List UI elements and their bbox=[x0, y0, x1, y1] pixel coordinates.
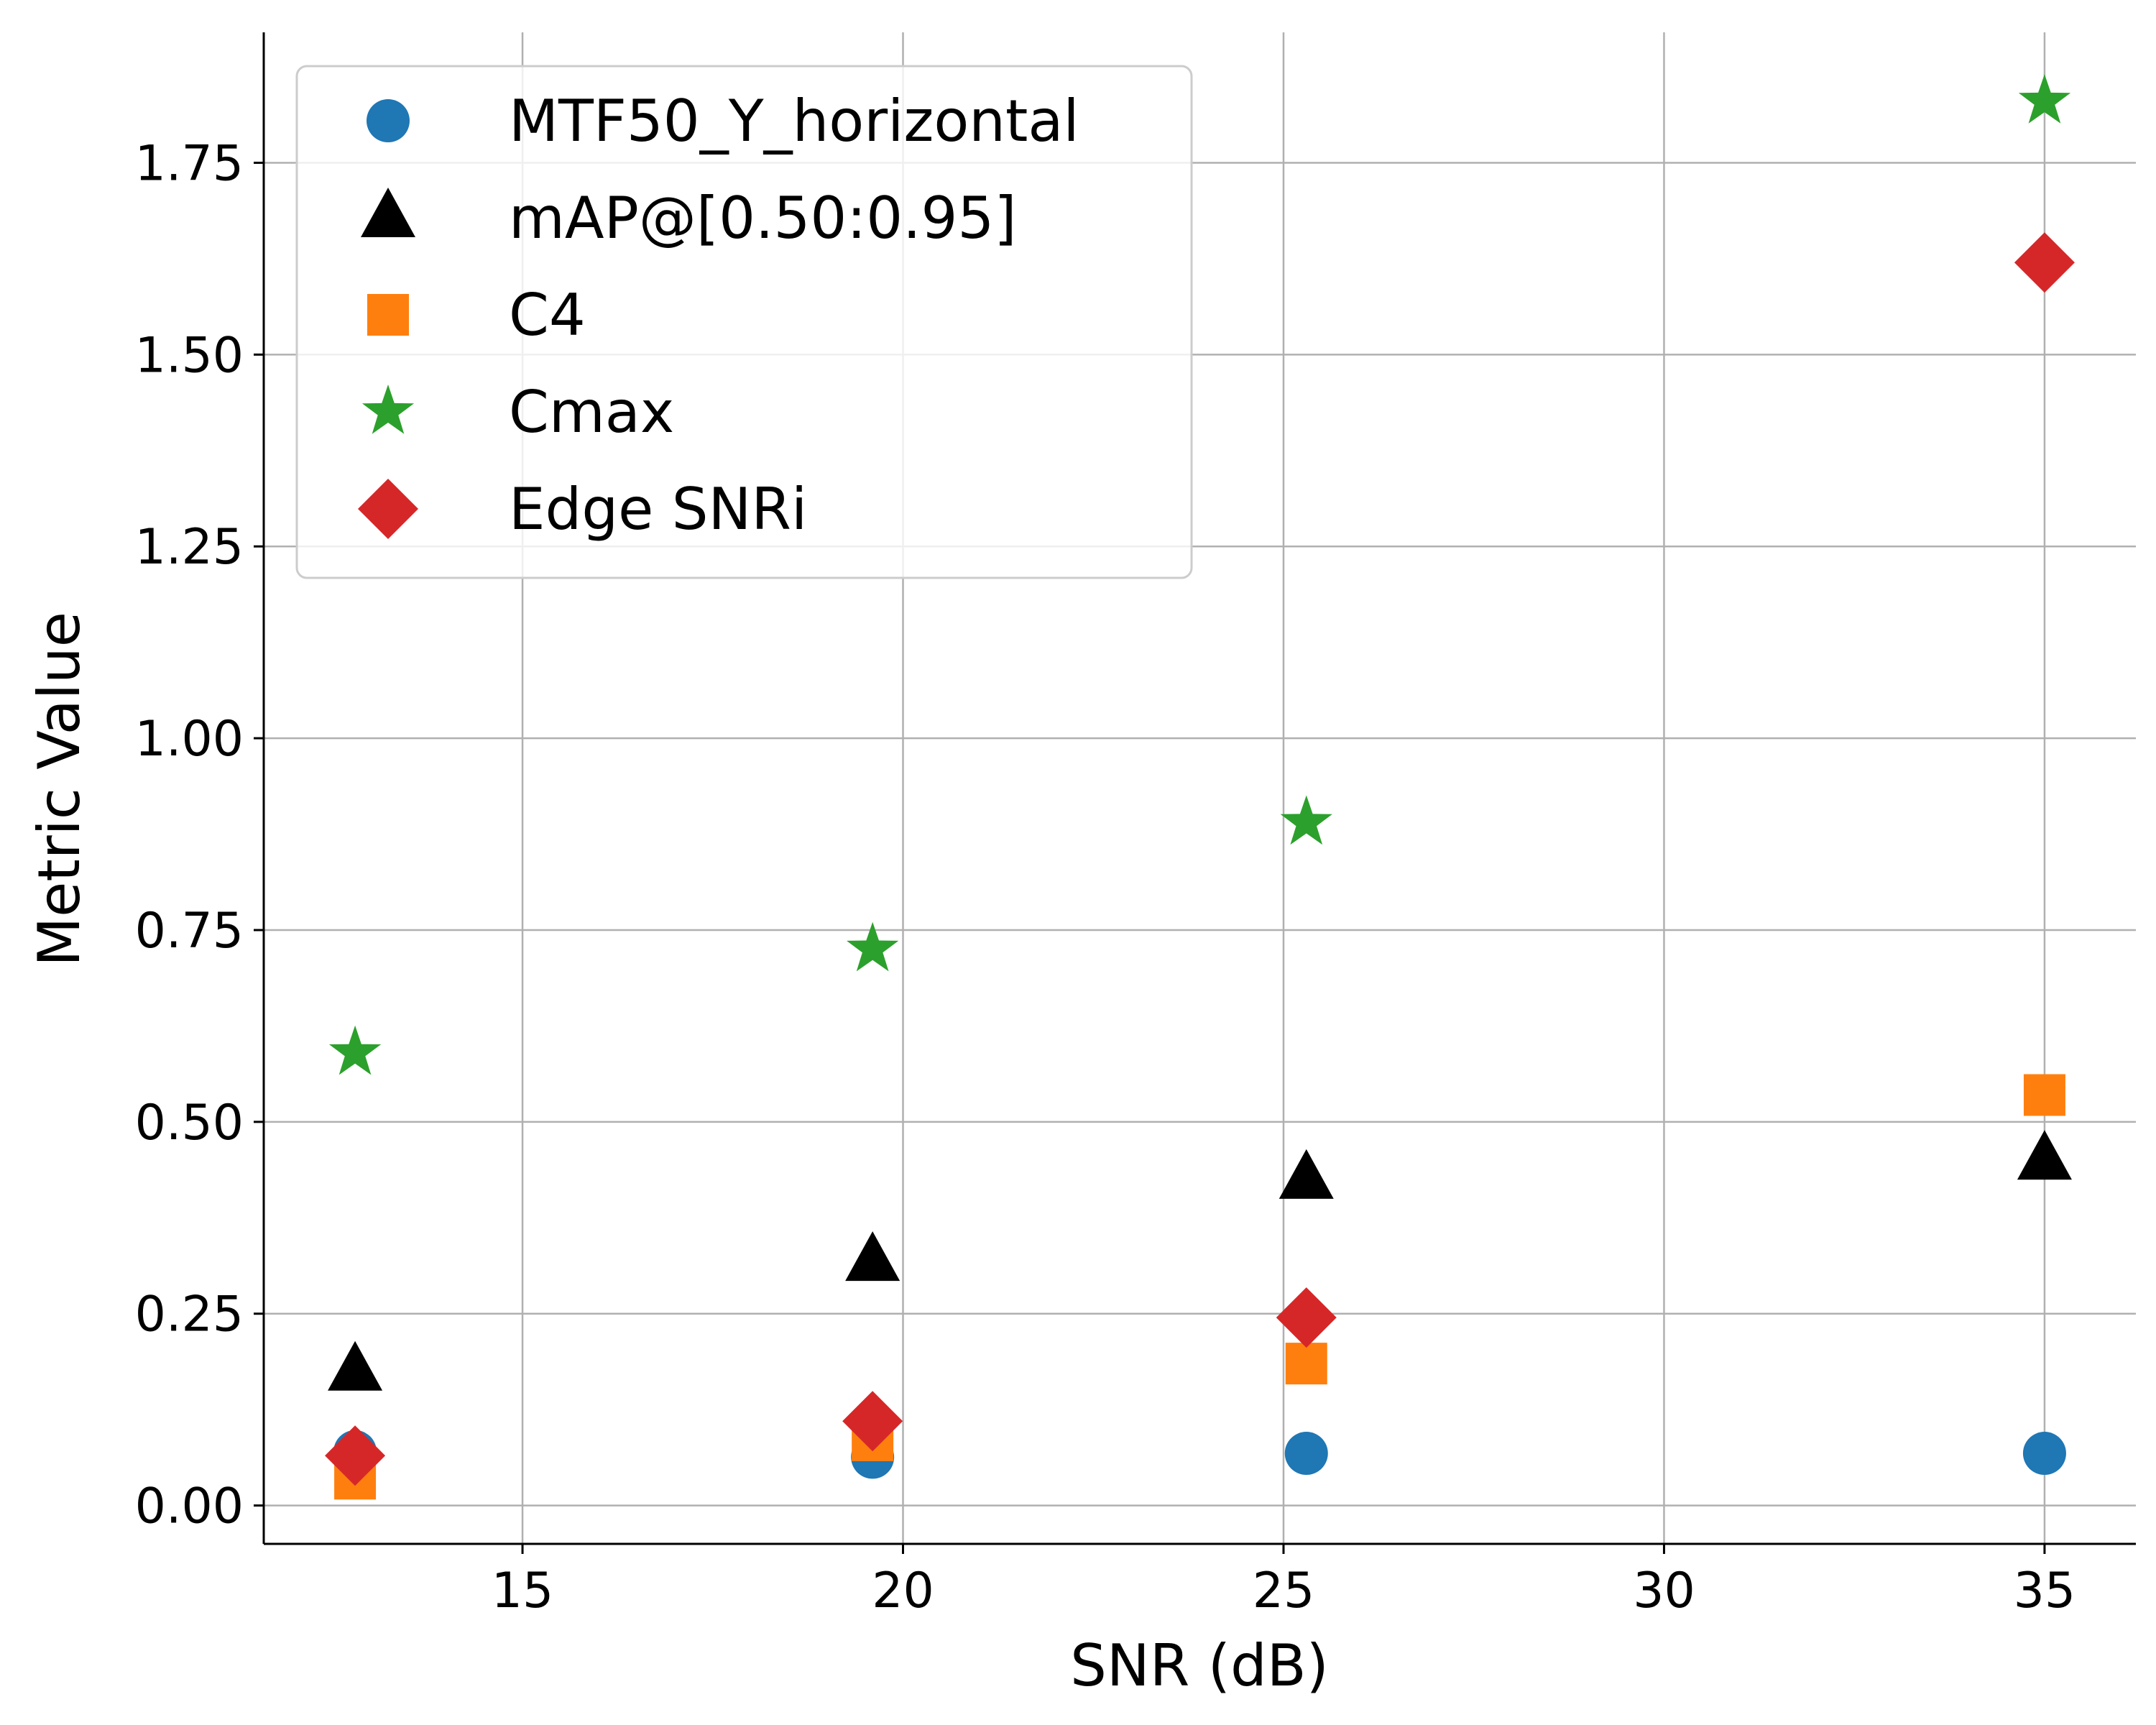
data-point-star bbox=[1280, 795, 1332, 845]
y-axis-label: Metric Value bbox=[26, 612, 93, 967]
data-point-diamond bbox=[1276, 1287, 1337, 1348]
x-tick-label: 35 bbox=[2014, 1563, 2076, 1619]
y-tick-label: 1.00 bbox=[135, 711, 244, 768]
data-point-square bbox=[2023, 1074, 2065, 1116]
y-tick-label: 1.50 bbox=[135, 327, 244, 384]
legend-marker-diamond bbox=[358, 479, 418, 539]
legend-marker-square bbox=[367, 294, 409, 336]
data-point-triangle bbox=[2017, 1130, 2072, 1180]
data-point-square bbox=[1285, 1343, 1327, 1385]
ticks: 15 20 25 30 35 0.00 0.25 0.50 0.75 1.00 1.25 1.50 1.… bbox=[135, 135, 2076, 1619]
data-point-diamond bbox=[325, 1425, 386, 1486]
legend-label: MTF50_Y_horizontal bbox=[509, 88, 1079, 155]
legend-label: mAP@[0.50:0.95] bbox=[509, 185, 1017, 252]
data-point-triangle bbox=[845, 1231, 900, 1282]
data-points bbox=[325, 74, 2075, 1500]
data-point-star bbox=[847, 921, 899, 972]
x-tick-label: 20 bbox=[872, 1563, 934, 1619]
y-tick-label: 0.50 bbox=[135, 1095, 244, 1151]
y-tick-label: 0.25 bbox=[135, 1287, 244, 1343]
data-point-triangle bbox=[1279, 1149, 1334, 1199]
data-point-circle bbox=[2022, 1432, 2066, 1476]
legend: MTF50_Y_horizontal mAP@[0.50:0.95] C4 Cmax E… bbox=[295, 65, 1193, 579]
x-tick-label: 15 bbox=[492, 1563, 554, 1619]
y-tick-label: 0.00 bbox=[135, 1478, 244, 1535]
axes bbox=[262, 32, 2136, 1545]
data-point-triangle bbox=[328, 1340, 383, 1391]
x-tick-label: 25 bbox=[1253, 1563, 1315, 1619]
legend-label: Edge SNRi bbox=[509, 476, 807, 543]
data-point-diamond bbox=[2014, 232, 2075, 293]
data-point-star bbox=[328, 1025, 382, 1075]
legend-label: Cmax bbox=[509, 379, 674, 446]
y-tick-label: 1.25 bbox=[135, 519, 244, 576]
y-tick-label: 0.75 bbox=[135, 903, 244, 960]
x-axis-label: SNR (dB) bbox=[1070, 1632, 1329, 1699]
legend-marker-star bbox=[361, 385, 415, 434]
data-point-star bbox=[2018, 74, 2071, 124]
data-point-diamond bbox=[842, 1391, 903, 1452]
data-point-circle bbox=[1284, 1432, 1328, 1476]
x-tick-label: 30 bbox=[1633, 1563, 1695, 1619]
legend-marker-triangle bbox=[361, 188, 415, 237]
y-tick-label: 1.75 bbox=[135, 135, 244, 192]
legend-marker-circle bbox=[367, 99, 410, 142]
legend-label: C4 bbox=[509, 282, 586, 349]
legend-box bbox=[295, 65, 1193, 579]
